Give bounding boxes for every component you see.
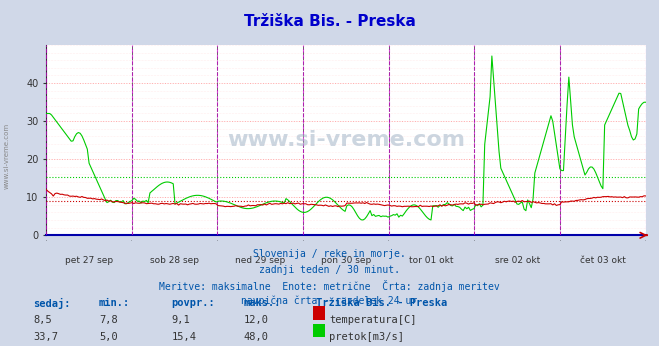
Text: ned 29 sep: ned 29 sep [235, 256, 285, 265]
Text: sob 28 sep: sob 28 sep [150, 256, 199, 265]
Text: 12,0: 12,0 [244, 315, 269, 325]
Text: temperatura[C]: temperatura[C] [330, 315, 417, 325]
Text: maks.:: maks.: [244, 298, 281, 308]
Text: sre 02 okt: sre 02 okt [495, 256, 540, 265]
Text: min.:: min.: [99, 298, 130, 308]
Text: 8,5: 8,5 [33, 315, 51, 325]
Text: povpr.:: povpr.: [171, 298, 215, 308]
Text: 7,8: 7,8 [99, 315, 117, 325]
Text: www.si-vreme.com: www.si-vreme.com [3, 122, 9, 189]
Text: 5,0: 5,0 [99, 332, 117, 342]
Text: pon 30 sep: pon 30 sep [321, 256, 371, 265]
Text: zadnji teden / 30 minut.: zadnji teden / 30 minut. [259, 265, 400, 275]
Text: pet 27 sep: pet 27 sep [65, 256, 113, 265]
Text: navpična črta - razdelek 24 ur: navpična črta - razdelek 24 ur [241, 296, 418, 306]
Text: Tržiška Bis. - Preska: Tržiška Bis. - Preska [316, 298, 447, 308]
Text: Slovenija / reke in morje.: Slovenija / reke in morje. [253, 249, 406, 259]
Text: Meritve: maksimalne  Enote: metrične  Črta: zadnja meritev: Meritve: maksimalne Enote: metrične Črta… [159, 280, 500, 292]
Text: Tržiška Bis. - Preska: Tržiška Bis. - Preska [244, 14, 415, 29]
Text: sedaj:: sedaj: [33, 298, 71, 309]
Text: čet 03 okt: čet 03 okt [580, 256, 626, 265]
Text: 33,7: 33,7 [33, 332, 58, 342]
Text: 9,1: 9,1 [171, 315, 190, 325]
Text: 48,0: 48,0 [244, 332, 269, 342]
Text: tor 01 okt: tor 01 okt [409, 256, 454, 265]
Text: 15,4: 15,4 [171, 332, 196, 342]
Text: www.si-vreme.com: www.si-vreme.com [227, 130, 465, 150]
Text: pretok[m3/s]: pretok[m3/s] [330, 332, 405, 342]
